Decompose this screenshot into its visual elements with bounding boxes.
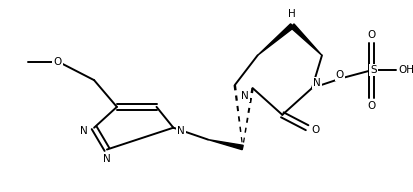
Text: N: N — [312, 78, 320, 88]
Text: OH: OH — [397, 65, 413, 75]
Text: O: O — [366, 101, 375, 111]
Text: O: O — [310, 125, 318, 135]
Text: O: O — [335, 70, 343, 80]
Text: O: O — [366, 30, 375, 40]
Text: H: H — [288, 9, 295, 19]
Text: O: O — [53, 57, 62, 67]
Text: N: N — [103, 154, 111, 164]
Text: N: N — [177, 126, 185, 136]
Polygon shape — [257, 24, 293, 55]
Text: N: N — [80, 126, 88, 136]
Text: N: N — [240, 91, 248, 101]
Polygon shape — [290, 24, 321, 55]
Text: S: S — [369, 65, 376, 75]
Polygon shape — [207, 140, 242, 150]
